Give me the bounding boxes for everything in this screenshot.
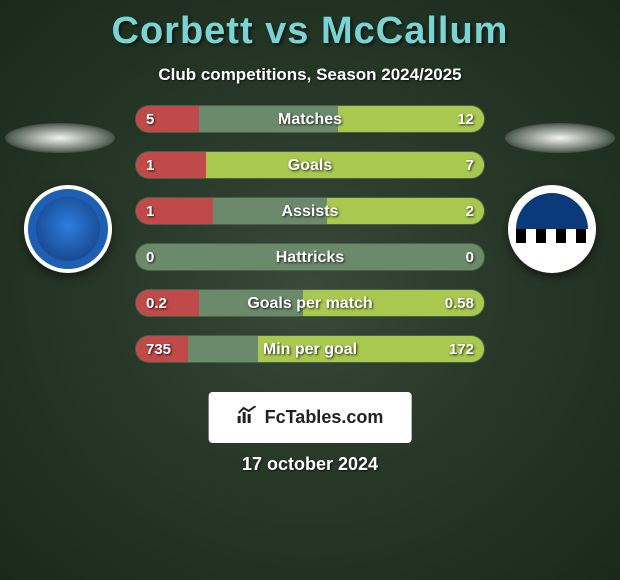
brand-label: FcTables.com (265, 407, 384, 428)
stat-bar-row: 0.20.58Goals per match (135, 289, 485, 317)
spotlight-right (505, 123, 615, 153)
chart-icon (237, 406, 259, 429)
stat-bar-row: 12Assists (135, 197, 485, 225)
team-crest-left (24, 185, 112, 273)
stat-bar-row: 00Hattricks (135, 243, 485, 271)
stat-bar-row: 735172Min per goal (135, 335, 485, 363)
spotlight-left (5, 123, 115, 153)
comparison-subtitle: Club competitions, Season 2024/2025 (0, 65, 620, 85)
stat-label: Min per goal (136, 336, 484, 362)
stat-bar-row: 512Matches (135, 105, 485, 133)
stat-bar-row: 17Goals (135, 151, 485, 179)
brand-badge[interactable]: FcTables.com (209, 392, 412, 443)
stat-label: Assists (136, 198, 484, 224)
stat-label: Goals per match (136, 290, 484, 316)
stat-bars-container: 512Matches 17Goals 12Assists 00Hattricks 0.2… (135, 105, 485, 381)
comparison-date: 17 october 2024 (0, 454, 620, 475)
comparison-title: Corbett vs McCallum (0, 0, 620, 53)
stat-label: Goals (136, 152, 484, 178)
stat-label: Matches (136, 106, 484, 132)
team-crest-right (508, 185, 596, 273)
comparison-stage: 512Matches 17Goals 12Assists 00Hattricks 0.2… (0, 105, 620, 405)
stat-label: Hattricks (136, 244, 484, 270)
